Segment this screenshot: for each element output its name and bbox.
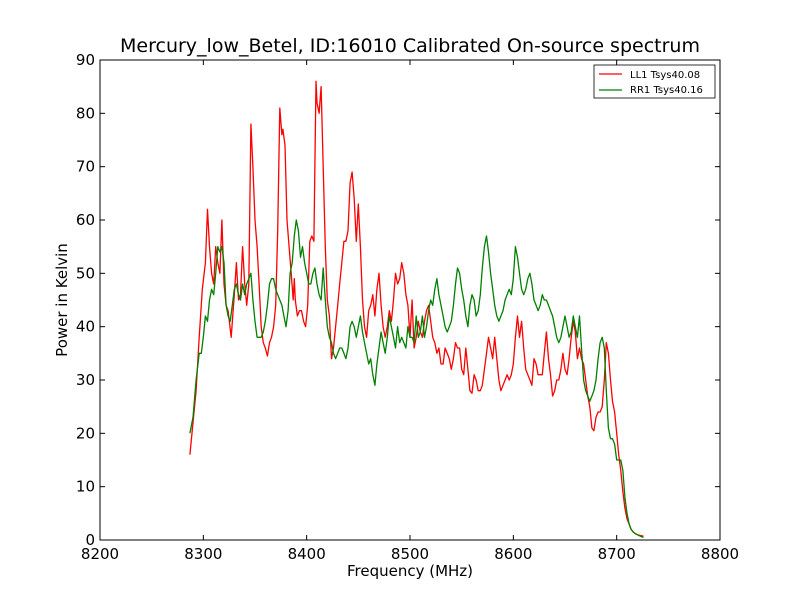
plot-area (99, 59, 721, 541)
legend-label-rr1: RR1 Tsys40.16 (630, 85, 703, 96)
series-line-rr1 (189, 219, 644, 538)
y-tick-label: 80 (76, 104, 95, 122)
axis-ticks: 8200 8300 8400 8500 8600 8700 8800 0 10 20 30 40 50 6… (76, 51, 739, 563)
x-tick-label: 8500 (391, 545, 429, 563)
y-tick-label: 70 (76, 158, 95, 176)
x-tick-label: 8300 (184, 545, 222, 563)
legend-label-ll1: LL1 Tsys40.08 (630, 70, 700, 81)
y-tick-label: 30 (76, 371, 95, 389)
chart-title: Mercury_low_Betel, ID:16010 Calibrated O… (120, 35, 700, 57)
y-tick-label: 20 (76, 424, 95, 442)
y-tick-label: 60 (76, 211, 95, 229)
legend: LL1 Tsys40.08 RR1 Tsys40.16 (593, 64, 716, 99)
x-tick-label: 8600 (494, 545, 532, 563)
x-tick-label: 8800 (701, 545, 739, 563)
y-tick-label: 90 (76, 51, 95, 69)
x-tick-label: 8700 (598, 545, 636, 563)
y-axis-label: Power in Kelvin (53, 243, 71, 357)
series-layer (189, 80, 644, 538)
y-tick-label: 50 (76, 264, 95, 282)
x-tick-label: 8200 (81, 545, 119, 563)
y-tick-label: 40 (76, 318, 95, 336)
series-line-ll1 (189, 80, 644, 537)
legend-box (593, 64, 716, 99)
y-tick-label: 0 (85, 531, 95, 549)
x-tick-label: 8400 (288, 545, 326, 563)
y-tick-label: 10 (76, 478, 95, 496)
x-axis-label: Frequency (MHz) (347, 562, 473, 580)
